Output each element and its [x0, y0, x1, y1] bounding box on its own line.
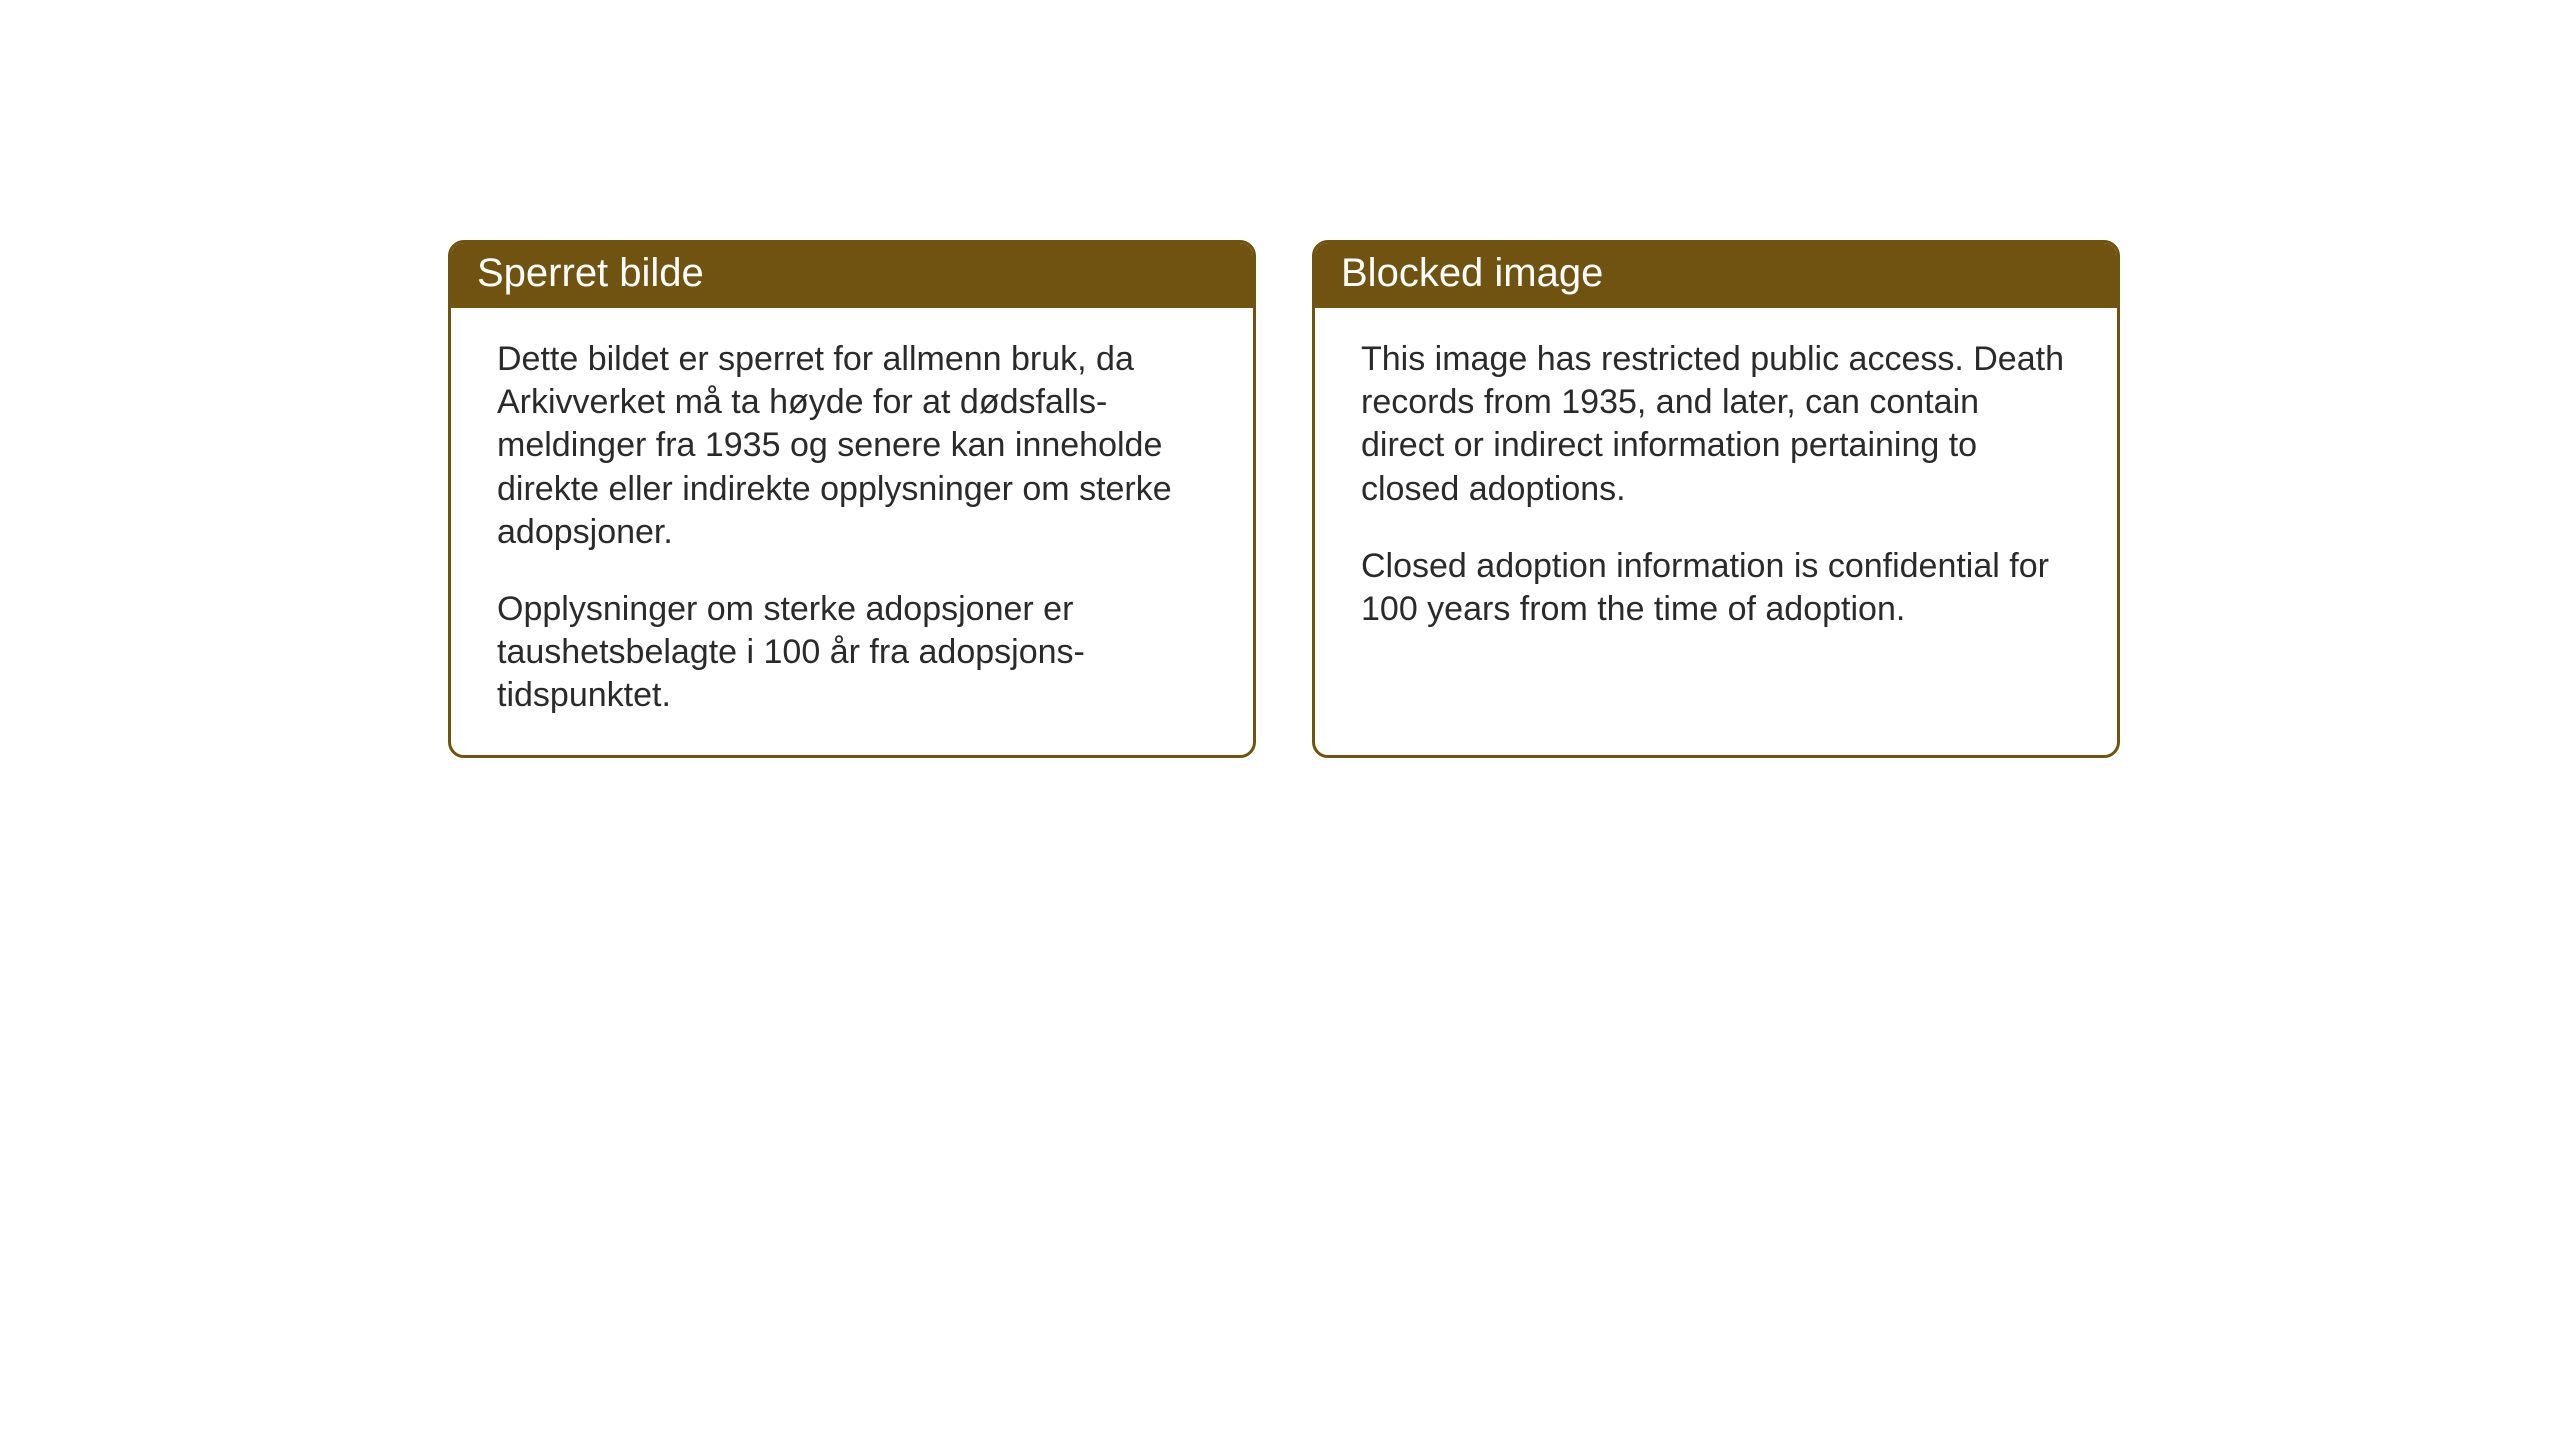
card-header-english: Blocked image: [1315, 243, 2117, 308]
card-body-norwegian: Dette bildet er sperret for allmenn bruk…: [451, 308, 1253, 755]
card-body-english: This image has restricted public access.…: [1315, 308, 2117, 688]
blocked-image-card-norwegian: Sperret bilde Dette bildet er sperret fo…: [448, 240, 1256, 758]
card-paragraph-1-norwegian: Dette bildet er sperret for allmenn bruk…: [497, 338, 1207, 554]
card-paragraph-1-english: This image has restricted public access.…: [1361, 338, 2071, 511]
blocked-image-card-english: Blocked image This image has restricted …: [1312, 240, 2120, 758]
card-title-english: Blocked image: [1341, 251, 1603, 295]
card-header-norwegian: Sperret bilde: [451, 243, 1253, 308]
cards-container: Sperret bilde Dette bildet er sperret fo…: [0, 0, 2560, 758]
card-title-norwegian: Sperret bilde: [477, 251, 704, 295]
card-paragraph-2-norwegian: Opplysninger om sterke adopsjoner er tau…: [497, 588, 1207, 718]
card-paragraph-2-english: Closed adoption information is confident…: [1361, 545, 2071, 631]
